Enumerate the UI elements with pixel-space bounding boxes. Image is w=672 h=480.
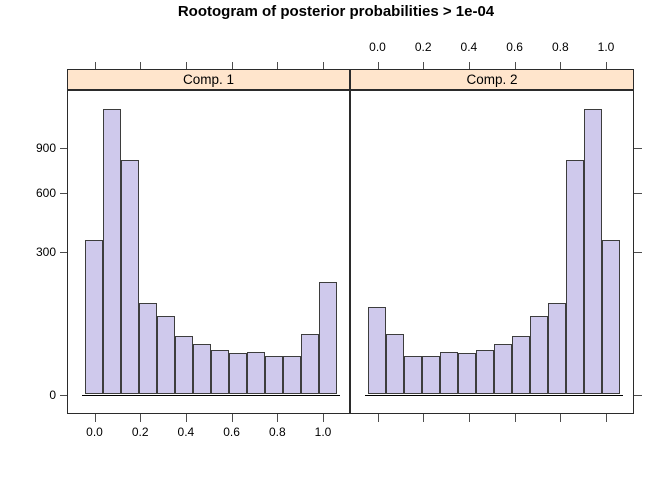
x-axis-label-top: 0.2: [414, 40, 432, 54]
histogram-bar: [493, 343, 512, 395]
y-axis-tick-left: [59, 251, 67, 253]
x-axis-tick-top: [560, 61, 562, 69]
histogram-bar: [282, 355, 301, 395]
strip-label: Comp. 1: [182, 71, 235, 87]
x-axis-tick-bottom: [277, 414, 279, 422]
strip-label: Comp. 2: [466, 71, 518, 87]
strip-comp-1: Comp. 1: [67, 69, 350, 90]
x-axis-label-bottom: 0.2: [131, 424, 149, 439]
histogram-bar: [264, 355, 283, 395]
x-axis-tick-bottom: [185, 414, 187, 422]
x-axis-tick-bottom: [514, 414, 516, 422]
y-axis-tick-right: [634, 192, 642, 194]
x-axis-label-bottom: 0.6: [223, 424, 240, 439]
x-axis-tick-bottom: [377, 414, 379, 422]
x-axis-tick-top: [468, 61, 470, 69]
histogram-bar: [547, 302, 566, 395]
histogram-bar: [318, 282, 337, 395]
y-axis-tick-left: [59, 192, 67, 194]
x-axis-tick-bottom: [560, 414, 562, 422]
x-axis-label-bottom: 0.0: [86, 424, 103, 439]
x-axis-tick-bottom: [140, 414, 142, 422]
x-axis-tick-top: [514, 61, 516, 69]
histogram-bar: [475, 350, 494, 395]
histogram-bar: [210, 350, 229, 395]
x-axis-tick-top: [606, 61, 607, 69]
x-axis-tick-top: [185, 61, 187, 69]
x-axis-tick-bottom: [94, 414, 96, 422]
x-axis-label-top: 0.0: [369, 40, 386, 54]
histogram-bar: [300, 334, 319, 395]
y-axis-tick-left: [59, 394, 67, 396]
x-axis-tick-bottom: [423, 414, 425, 422]
x-axis-tick-top: [423, 61, 425, 69]
y-axis-label: 300: [35, 244, 56, 259]
y-axis-tick-right: [634, 394, 642, 396]
histogram-bar: [102, 109, 121, 395]
y-axis-label: 600: [35, 185, 56, 200]
x-axis-tick-top: [277, 61, 279, 69]
x-axis-label-bottom: 1.0: [314, 424, 332, 439]
y-axis-label: 900: [35, 140, 56, 155]
histogram-bar: [511, 335, 530, 395]
y-axis-tick-right: [634, 147, 642, 149]
chart-title: Rootogram of posterior probabilities > 1…: [177, 3, 495, 20]
zero-baseline: [81, 394, 340, 396]
histogram-bar: [228, 353, 247, 395]
y-axis-tick-left: [59, 147, 67, 149]
x-axis-tick-bottom: [323, 414, 324, 422]
x-axis-tick-bottom: [606, 414, 607, 422]
histogram-bar: [421, 355, 440, 395]
x-axis-tick-top: [231, 61, 233, 69]
histogram-bar: [439, 351, 458, 395]
histogram-bar: [156, 315, 175, 395]
x-axis-label-bottom: 0.4: [177, 424, 195, 439]
strip-comp-2: Comp. 2: [350, 69, 634, 90]
x-axis-tick-bottom: [231, 414, 233, 422]
histogram-bar: [84, 240, 103, 395]
histogram-bar: [367, 307, 386, 395]
histogram-bar: [138, 302, 157, 395]
x-axis-label-top: 1.0: [597, 40, 615, 54]
x-axis-label-top: 0.4: [460, 40, 478, 54]
x-axis-tick-top: [323, 61, 324, 69]
histogram-bar: [403, 355, 422, 395]
histogram-bar: [246, 351, 265, 395]
histogram-bar: [529, 315, 548, 395]
x-axis-label-top: 0.8: [551, 40, 569, 54]
histogram-bar: [120, 159, 139, 395]
x-axis-label-top: 0.6: [506, 40, 523, 54]
y-axis-label: 0: [49, 387, 56, 402]
y-axis-tick-right: [634, 251, 642, 253]
x-axis-tick-top: [140, 61, 142, 69]
zero-baseline: [364, 394, 623, 396]
x-axis-tick-bottom: [468, 414, 470, 422]
histogram-bar: [174, 335, 193, 395]
histogram-bar: [583, 109, 602, 395]
histogram-bar: [457, 353, 476, 395]
histogram-bar: [192, 343, 211, 395]
x-axis-label-bottom: 0.8: [268, 424, 286, 439]
histogram-bar: [565, 159, 584, 395]
x-axis-tick-top: [377, 61, 379, 69]
histogram-bar: [385, 334, 404, 395]
x-axis-tick-top: [94, 61, 96, 69]
histogram-bar: [601, 240, 620, 395]
